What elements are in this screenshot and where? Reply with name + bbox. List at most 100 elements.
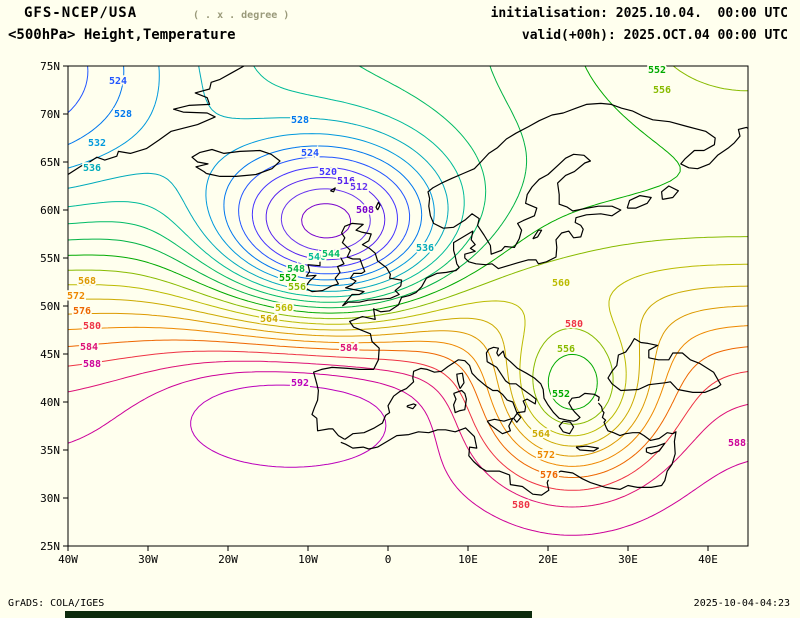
contour-label: 552 bbox=[552, 389, 570, 400]
contour-label: 572 bbox=[67, 291, 85, 302]
coastline-path bbox=[645, 442, 666, 455]
bottom-strip bbox=[65, 611, 532, 618]
contour-label: 532 bbox=[88, 138, 106, 149]
lon-axis-label: 20W bbox=[218, 553, 238, 566]
lon-axis-label: 0 bbox=[385, 553, 392, 566]
contour-label: 560 bbox=[552, 278, 570, 289]
lon-axis-label: 40W bbox=[58, 553, 78, 566]
coastlines bbox=[68, 66, 748, 496]
lon-axis-label: 20E bbox=[538, 553, 558, 566]
contour-label: 568 bbox=[78, 276, 96, 287]
contour-line-576 bbox=[68, 339, 748, 478]
contour-label: 576 bbox=[73, 306, 91, 317]
contour-label: 588 bbox=[83, 359, 101, 370]
contour-label: 508 bbox=[356, 205, 374, 216]
contour-label: 580 bbox=[512, 500, 530, 511]
coastline-path bbox=[68, 66, 245, 176]
contour-label: 564 bbox=[532, 429, 550, 440]
contour-label: 552 bbox=[648, 65, 666, 76]
contour-line-564 bbox=[68, 285, 748, 447]
contour-label: 556 bbox=[557, 344, 575, 355]
plot-timestamp: 2025-10-04-04:23 bbox=[693, 598, 790, 609]
contour-label: 588 bbox=[728, 438, 746, 449]
coastline-path bbox=[375, 201, 381, 211]
contour-label: 592 bbox=[291, 378, 309, 389]
contour-label: 584 bbox=[80, 342, 98, 353]
lon-axis-label: 10E bbox=[458, 553, 478, 566]
lon-axis-label: 30W bbox=[138, 553, 158, 566]
lon-axis-label: 40E bbox=[698, 553, 718, 566]
contour-line-584 bbox=[68, 360, 748, 508]
contour-line-592 bbox=[190, 384, 387, 468]
contour-line-556 bbox=[68, 66, 748, 425]
contour-line-532 bbox=[68, 66, 435, 287]
contour-line-568 bbox=[68, 305, 748, 457]
contour-line-572 bbox=[68, 325, 748, 467]
coastline-path bbox=[453, 389, 467, 414]
coastline-path bbox=[344, 346, 600, 440]
coastline-path bbox=[607, 338, 722, 393]
coastline-path bbox=[626, 195, 652, 209]
lat-axis-label: 50N bbox=[40, 300, 60, 313]
contour-line-540 bbox=[68, 66, 465, 298]
contour-label: 584 bbox=[340, 343, 358, 354]
contour-line-544 bbox=[68, 66, 487, 303]
coastline-path bbox=[406, 403, 417, 410]
contour-layer bbox=[68, 66, 748, 536]
lat-axis-label: 75N bbox=[40, 60, 60, 73]
contour-label: 560 bbox=[275, 303, 293, 314]
contour-line-560 bbox=[68, 263, 748, 437]
contour-label: 536 bbox=[83, 163, 101, 174]
initialisation-time: initialisation: 2025.10.04. 00:00 UTC bbox=[490, 6, 788, 21]
contour-label: 520 bbox=[319, 167, 337, 178]
lat-axis-label: 30N bbox=[40, 492, 60, 505]
lat-axis-label: 25N bbox=[40, 540, 60, 553]
coastline-path bbox=[311, 102, 748, 440]
coastline-path bbox=[330, 187, 336, 193]
grid-resolution-note: ( . x . degree ) bbox=[193, 10, 290, 21]
contour-label: 572 bbox=[537, 450, 555, 461]
contour-label: 536 bbox=[416, 243, 434, 254]
contour-label: 540 bbox=[308, 252, 326, 263]
contour-line-548 bbox=[68, 66, 528, 309]
contour-line-536 bbox=[68, 66, 449, 292]
lon-axis-label: 30E bbox=[618, 553, 638, 566]
contour-label: 524 bbox=[301, 148, 319, 159]
contour-line-580 bbox=[68, 350, 748, 491]
contour-label: 552 bbox=[279, 273, 297, 284]
coastline-path bbox=[575, 445, 599, 452]
coastline-path bbox=[456, 372, 465, 389]
contour-label: 556 bbox=[288, 282, 306, 293]
lat-axis-label: 35N bbox=[40, 444, 60, 457]
contour-line-512 bbox=[280, 188, 371, 252]
contour-line-520 bbox=[251, 166, 398, 268]
contour-label: 548 bbox=[287, 264, 305, 275]
contour-label: 512 bbox=[350, 182, 368, 193]
contour-label: 528 bbox=[291, 115, 309, 126]
product-title: <500hPa> Height,Temperature bbox=[8, 27, 236, 43]
contour-label: 564 bbox=[260, 314, 278, 325]
coastline-path bbox=[532, 229, 543, 240]
lat-axis-label: 60N bbox=[40, 204, 60, 217]
coastline-path bbox=[341, 222, 403, 307]
valid-time: valid(+00h): 2025.OCT.04 00:00 UTC bbox=[521, 28, 788, 43]
contour-line-588 bbox=[68, 371, 748, 536]
contour-label: 524 bbox=[109, 76, 127, 87]
coastline-path bbox=[304, 254, 345, 293]
contour-label: 576 bbox=[540, 470, 558, 481]
contour-line-528 bbox=[68, 66, 423, 281]
contour-label: 580 bbox=[83, 321, 101, 332]
lon-axis-label: 10W bbox=[298, 553, 318, 566]
lat-axis-label: 55N bbox=[40, 252, 60, 265]
lat-axis-label: 40N bbox=[40, 396, 60, 409]
coastline-path bbox=[661, 185, 679, 200]
contour-label: 528 bbox=[114, 109, 132, 120]
model-title: GFS-NCEP/USA bbox=[24, 5, 138, 21]
contour-line-508 bbox=[301, 203, 352, 239]
lat-axis-label: 45N bbox=[40, 348, 60, 361]
coastline-path bbox=[558, 420, 575, 435]
coastline-path bbox=[486, 417, 514, 435]
contour-label: 544 bbox=[322, 249, 340, 260]
